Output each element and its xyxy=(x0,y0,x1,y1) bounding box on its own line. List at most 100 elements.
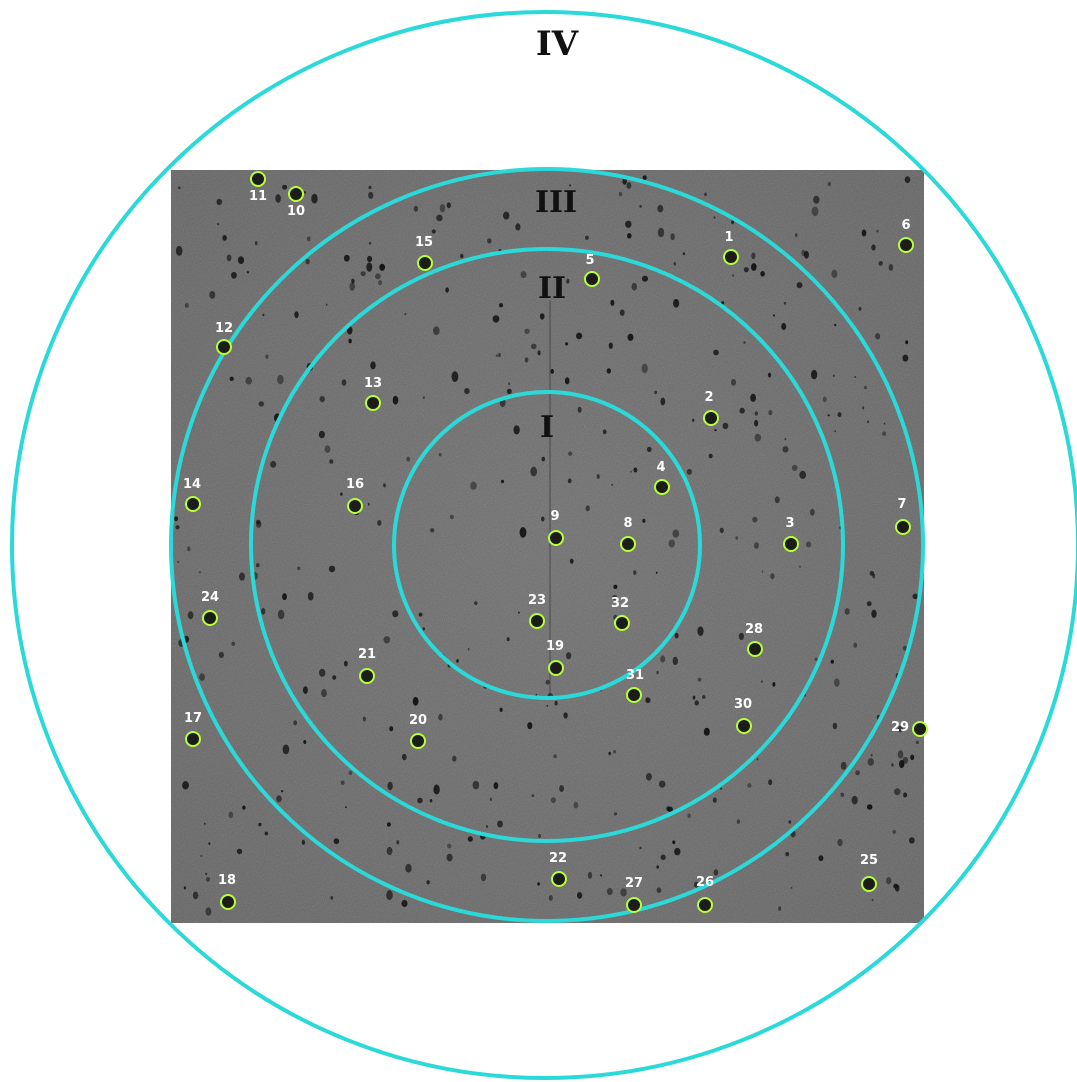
diffraction-spot xyxy=(618,192,623,197)
diffraction-spot xyxy=(282,184,288,190)
diffraction-spot xyxy=(600,874,602,877)
diffraction-spot xyxy=(862,406,865,410)
diffraction-spot xyxy=(692,418,695,422)
diffraction-spot xyxy=(217,223,220,226)
spot-label-11: 11 xyxy=(249,189,267,204)
diffraction-spot xyxy=(538,834,541,838)
diffraction-spot xyxy=(303,740,307,744)
diffraction-spot xyxy=(506,388,512,395)
diffraction-spot xyxy=(527,722,533,730)
diffraction-spot xyxy=(642,518,646,523)
diffraction-spot xyxy=(367,255,373,263)
diffraction-spot xyxy=(467,647,470,651)
diffraction-spot xyxy=(245,376,252,385)
diffraction-spot xyxy=(413,205,419,212)
diffraction-spot xyxy=(761,570,764,573)
diffraction-spot xyxy=(866,601,872,607)
diffraction-spot xyxy=(550,797,557,803)
diffraction-spot xyxy=(431,229,436,234)
diffraction-spot xyxy=(311,193,318,204)
diffraction-spot xyxy=(262,313,265,317)
diffraction-spot xyxy=(349,282,356,291)
diffraction-spot xyxy=(752,516,758,523)
diffraction-spot xyxy=(378,280,382,286)
diffraction-spot xyxy=(513,425,520,435)
spot-label-7: 7 xyxy=(897,497,906,512)
diffraction-spot xyxy=(456,659,459,663)
diffraction-spot xyxy=(697,626,704,636)
diffraction-spot xyxy=(330,896,334,900)
diffraction-spot xyxy=(686,468,693,475)
diffraction-spot xyxy=(429,799,433,803)
diffraction-spot xyxy=(503,211,510,220)
diffraction-spot xyxy=(362,716,366,722)
diffraction-spot xyxy=(406,456,411,462)
diffraction-spot xyxy=(782,446,789,453)
diffraction-spot xyxy=(183,886,186,890)
diffraction-spot xyxy=(893,788,901,796)
diffraction-spot xyxy=(383,636,391,644)
diffraction-spot xyxy=(258,401,264,407)
diffraction-spot xyxy=(878,261,883,266)
diffraction-spot xyxy=(387,822,391,827)
spot-markers: 1234567891011121314151617181920212223242… xyxy=(183,171,928,913)
diffraction-spot xyxy=(670,233,675,241)
diffraction-spot xyxy=(576,332,583,340)
diffraction-spot xyxy=(293,720,298,726)
spot-label-1: 1 xyxy=(724,230,733,245)
diffraction-spot xyxy=(348,338,352,344)
diffraction-spot xyxy=(497,820,503,828)
ring-iii xyxy=(169,167,925,923)
diffraction-spot xyxy=(567,478,572,484)
diffraction-spot xyxy=(340,780,345,785)
diffraction-spot xyxy=(610,299,615,306)
diffraction-spot xyxy=(851,795,858,805)
diffraction-spot xyxy=(639,846,642,850)
diffraction-spot xyxy=(208,842,211,845)
diffraction-spot xyxy=(620,888,627,897)
diffraction-spot xyxy=(641,363,648,374)
diffraction-spot xyxy=(340,492,343,496)
diffraction-spot xyxy=(687,813,691,818)
spot-marker-7 xyxy=(895,519,911,535)
diffraction-spot xyxy=(569,184,571,187)
diffraction-spot xyxy=(814,657,818,661)
diffraction-spot xyxy=(559,785,564,792)
spot-label-28: 28 xyxy=(745,622,763,637)
diffraction-spot xyxy=(871,609,877,618)
spot-marker-27 xyxy=(626,897,642,913)
diffraction-spot xyxy=(783,301,787,305)
spot-label-18: 18 xyxy=(218,873,236,888)
diffraction-spot xyxy=(467,836,473,842)
spot-label-27: 27 xyxy=(625,876,643,891)
spot-marker-22 xyxy=(551,871,567,887)
diffraction-spot xyxy=(682,252,686,256)
diffraction-spot xyxy=(199,673,205,681)
diffraction-spot xyxy=(187,611,194,620)
diffraction-spot xyxy=(875,333,881,340)
spot-label-9: 9 xyxy=(550,509,559,524)
diffraction-spot xyxy=(451,371,459,382)
diffraction-spot xyxy=(255,519,261,525)
diffraction-spot xyxy=(236,848,243,855)
spot-marker-13 xyxy=(365,395,381,411)
spot-label-2: 2 xyxy=(704,390,713,405)
diffraction-spot xyxy=(401,753,407,761)
diffraction-spot xyxy=(751,252,756,260)
diffraction-spot xyxy=(392,610,399,618)
diffraction-spot xyxy=(731,220,735,225)
diffraction-spot xyxy=(324,445,331,453)
diffraction-spot xyxy=(837,412,842,418)
diffraction-spot xyxy=(834,323,837,327)
diffraction-spot xyxy=(656,887,662,893)
diffraction-spot xyxy=(908,837,915,844)
diffraction-spot xyxy=(530,466,537,477)
spot-marker-30 xyxy=(736,718,752,734)
diffraction-spot xyxy=(784,437,787,441)
diffraction-spot xyxy=(333,838,340,845)
diffraction-spot xyxy=(485,825,488,829)
resolution-rings xyxy=(10,10,1077,1080)
diffraction-spot xyxy=(541,456,546,462)
diffraction-spot xyxy=(713,869,719,876)
diffraction-spot xyxy=(754,433,762,442)
